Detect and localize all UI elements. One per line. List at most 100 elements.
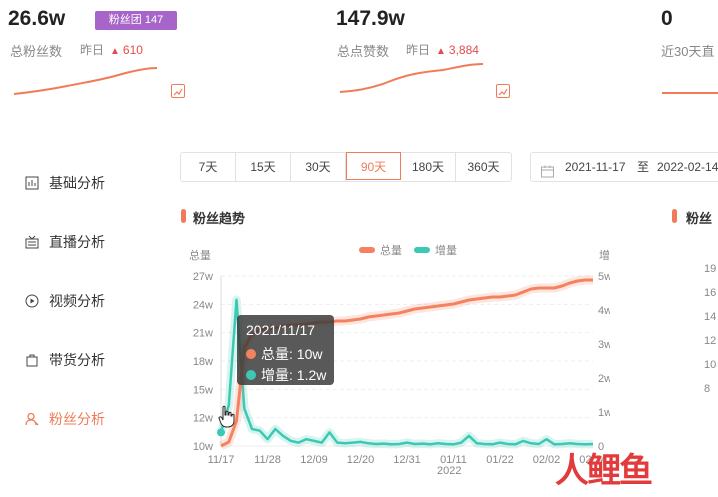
live-sparkline (662, 92, 718, 94)
chart-legend[interactable]: 总量 增量 (359, 243, 457, 257)
tooltip-inc: 增量: 1.2w (261, 367, 327, 383)
tooltip-date: 2021/11/17 (246, 322, 316, 338)
y-left-tick: 15w (193, 384, 213, 396)
y-right-tick: 1w (598, 407, 610, 419)
legend-inc-label: 增量 (435, 243, 457, 257)
yesterday-label: 昨日 (406, 43, 431, 57)
tv-icon (24, 234, 40, 250)
section-title: 粉丝趋势 (193, 211, 246, 226)
right-partial-tick: 16 (704, 287, 717, 299)
sidebar-item-label: 基础分析 (49, 175, 105, 191)
increment-point[interactable] (217, 428, 225, 437)
x-tick: 12/09 (300, 454, 328, 466)
chart-ticks: 27w 24w 21w 18w 15w 12w 10w 5w 4w 3w 2w 1w 0 11/17 11/… (193, 271, 610, 466)
x-tick: 11/17 (208, 454, 235, 466)
sidebar-item-basic[interactable]: 基础分析 (24, 172, 105, 194)
left-axis-label: 总量 (189, 248, 211, 262)
tooltip-total-dot (246, 349, 256, 359)
x-tick: 12/20 (347, 454, 375, 466)
x-tick: 01/11 (440, 454, 467, 466)
section-marker (672, 209, 677, 223)
y-right-tick: 2w (598, 373, 610, 385)
legend-inc-swatch (414, 247, 430, 253)
y-left-tick: 12w (193, 413, 213, 425)
sidebar-item-label: 粉丝分析 (49, 411, 105, 427)
sidebar-item-label: 直播分析 (49, 234, 105, 250)
sidebar-item-live[interactable]: 直播分析 (24, 231, 105, 253)
period-tabs: 7天 15天 30天 90天 180天 360天 (180, 152, 512, 182)
x-tick: 02/02 (533, 454, 561, 466)
user-icon (24, 411, 40, 427)
watermark-logo: 人鲤鱼 (555, 448, 705, 497)
right-partial-tick: 19 (704, 263, 717, 275)
trend-chart-icon[interactable] (496, 84, 510, 98)
shopping-bag-icon (24, 352, 40, 368)
tooltip-total-row: 总量: 10w (246, 344, 322, 364)
date-start: 2021-11-17 (565, 160, 626, 174)
y-left-tick: 21w (193, 328, 213, 340)
fan-group-badge[interactable]: 粉丝团 147 (95, 11, 177, 30)
tab-15d[interactable]: 15天 (236, 153, 291, 181)
date-separator: 至 (637, 160, 650, 174)
bar-chart-icon (24, 175, 40, 191)
date-end: 2022-02-14 (657, 160, 718, 174)
hand-cursor-icon (218, 405, 235, 428)
tab-90d[interactable]: 90天 (346, 152, 401, 180)
right-partial-tick: 14 (704, 311, 717, 323)
x-year-label: 2022 (437, 465, 461, 477)
sidebar-item-video[interactable]: 视频分析 (24, 290, 105, 312)
y-left-tick: 10w (193, 441, 213, 453)
sidebar-item-fans[interactable]: 粉丝分析 (24, 408, 105, 430)
increment-series-line (219, 298, 594, 446)
total-likes-value: 147.9w (336, 7, 405, 30)
y-right-tick: 0 (598, 441, 604, 453)
legend-total-label: 总量 (380, 243, 402, 257)
tooltip-total: 总量: 10w (261, 346, 323, 362)
likes-sparkline (339, 63, 484, 93)
y-left-tick: 27w (193, 271, 213, 283)
x-tick: 12/31 (393, 454, 421, 466)
right-partial-tick: 8 (704, 383, 711, 395)
y-right-tick: 5w (598, 271, 610, 283)
y-left-tick: 24w (193, 299, 213, 311)
x-tick: 11/28 (254, 454, 281, 466)
calendar-icon (541, 160, 554, 178)
trend-chart-icon[interactable] (171, 84, 185, 98)
tab-180d[interactable]: 180天 (401, 153, 456, 181)
chart-tooltip: 2021/11/17 总量: 10w 增量: 1.2w (237, 315, 334, 385)
section-title-right: 粉丝 (686, 211, 713, 226)
section-marker (181, 209, 186, 223)
yesterday-label: 昨日 (80, 43, 105, 57)
x-tick: 01/22 (486, 454, 514, 466)
tab-30d[interactable]: 30天 (291, 153, 346, 181)
sidebar-item-sales[interactable]: 带货分析 (24, 349, 105, 371)
up-arrow-icon: ▲ (110, 46, 120, 57)
date-range-picker[interactable]: 2021-11-17 至 2022-02-14 (530, 152, 718, 182)
likes-yesterday: 昨日 ▲ 3,884 (406, 41, 479, 58)
right-axis-label: 增量 (599, 248, 610, 262)
svg-text:人鲤鱼: 人鲤鱼 (555, 451, 652, 488)
total-fans-value: 26.6w (8, 7, 66, 30)
tab-360d[interactable]: 360天 (467, 160, 500, 174)
sidebar-item-label: 带货分析 (49, 352, 105, 368)
play-circle-icon (24, 293, 40, 309)
fans-delta: 610 (122, 43, 143, 57)
right-partial-tick: 12 (704, 335, 717, 347)
y-left-tick: 18w (193, 356, 213, 368)
tooltip-inc-row: 增量: 1.2w (246, 365, 326, 385)
right-partial-axis: 19 16 14 12 10 8 (704, 264, 716, 408)
live-30d-value: 0 (661, 7, 673, 30)
sidebar-item-label: 视频分析 (49, 293, 105, 309)
up-arrow-icon: ▲ (436, 46, 446, 57)
x-tick: 02/14 (579, 454, 607, 466)
live-30d-label: 近30天直 (661, 44, 715, 59)
tab-7d[interactable]: 7天 (181, 153, 236, 181)
fans-yesterday: 昨日 ▲ 610 (80, 41, 143, 58)
legend-total-swatch (359, 247, 375, 253)
right-partial-tick: 10 (704, 359, 717, 371)
y-right-tick: 4w (598, 305, 610, 317)
total-fans-label: 总粉丝数 (10, 44, 63, 59)
tooltip-inc-dot (246, 370, 256, 380)
fans-sparkline (13, 67, 158, 95)
total-likes-label: 总点赞数 (337, 44, 390, 59)
